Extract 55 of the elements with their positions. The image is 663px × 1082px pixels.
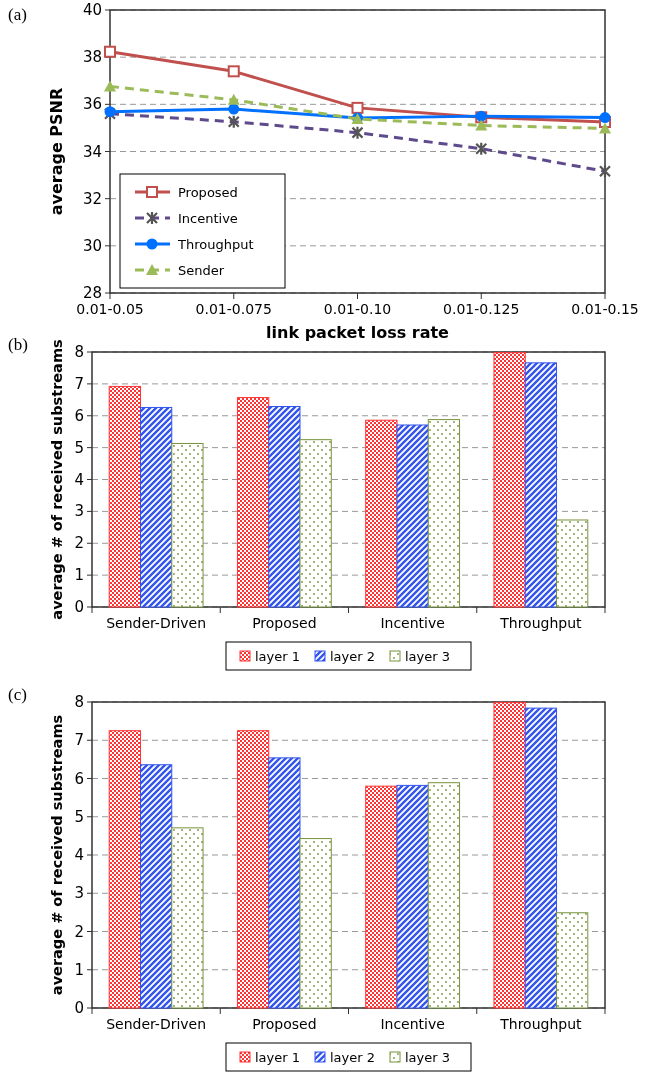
legend-label: Sender	[178, 263, 225, 278]
y-tick-label: 8	[74, 343, 84, 361]
legend-label: layer 1	[255, 649, 301, 664]
x-tick-label: 0.01-0.05	[76, 301, 144, 317]
x-tick-label: Proposed	[252, 615, 317, 631]
y-tick-label: 3	[74, 884, 84, 903]
legend-label: Throughput	[177, 237, 254, 252]
x-tick-label: 0.01-0.075	[195, 301, 272, 317]
y-axis-title: average # of received substreams	[49, 339, 65, 620]
y-tick-label: 8	[74, 693, 84, 711]
x-axis-title: link packet loss rate	[266, 323, 450, 342]
y-axis-title: average # of received substreams	[49, 714, 65, 996]
y-tick-label: 4	[74, 846, 84, 864]
legend-label: layer 3	[405, 649, 451, 664]
legend-label: layer 2	[330, 649, 376, 664]
y-tick-label: 0	[74, 999, 84, 1017]
y-tick-label: 40	[82, 1, 102, 19]
x-tick-label: 0.01-0.125	[443, 301, 520, 317]
x-tick-label: Sender-Driven	[106, 615, 207, 631]
x-tick-label: Sender-Driven	[106, 1016, 207, 1032]
y-tick-label: 1	[74, 566, 84, 585]
y-tick-label: 5	[74, 438, 84, 457]
text: (a)	[8, 5, 27, 24]
y-tick-label: 2	[74, 922, 84, 941]
x-tick-label: Proposed	[252, 1016, 317, 1032]
y-tick-label: 6	[74, 406, 84, 425]
y-tick-label: 5	[74, 807, 84, 826]
legend-label: layer 3	[405, 1050, 451, 1065]
x-tick-label: Incentive	[380, 1016, 445, 1032]
y-tick-label: 7	[74, 374, 84, 393]
y-tick-label: 4	[74, 470, 84, 489]
x-tick-label: 0.01-0.15	[571, 301, 639, 317]
x-tick-label: Incentive	[380, 615, 445, 631]
x-tick-label: 0.01-0.10	[323, 301, 392, 317]
legend-label: layer 1	[255, 1050, 301, 1065]
legend-label: Incentive	[178, 211, 238, 226]
y-tick-label: 32	[82, 189, 102, 208]
y-tick-label: 6	[74, 769, 84, 788]
y-tick-label: 28	[82, 284, 102, 302]
y-tick-label: 30	[82, 236, 102, 255]
y-tick-label: 7	[74, 731, 84, 750]
y-tick-label: 36	[82, 95, 102, 114]
text: (c)	[8, 685, 27, 704]
y-tick-label: 0	[74, 598, 84, 616]
legend-label: Proposed	[178, 185, 238, 200]
y-tick-label: 1	[74, 960, 84, 979]
y-axis-title: average PSNR	[47, 87, 66, 216]
text: (b)	[8, 335, 28, 354]
x-tick-label: Throughput	[499, 1016, 583, 1032]
x-tick-label: Throughput	[499, 615, 583, 631]
legend-label: layer 2	[330, 1050, 376, 1065]
y-tick-label: 34	[82, 142, 102, 161]
y-tick-label: 3	[74, 502, 84, 521]
y-tick-label: 2	[74, 534, 84, 553]
y-tick-label: 38	[82, 48, 102, 67]
